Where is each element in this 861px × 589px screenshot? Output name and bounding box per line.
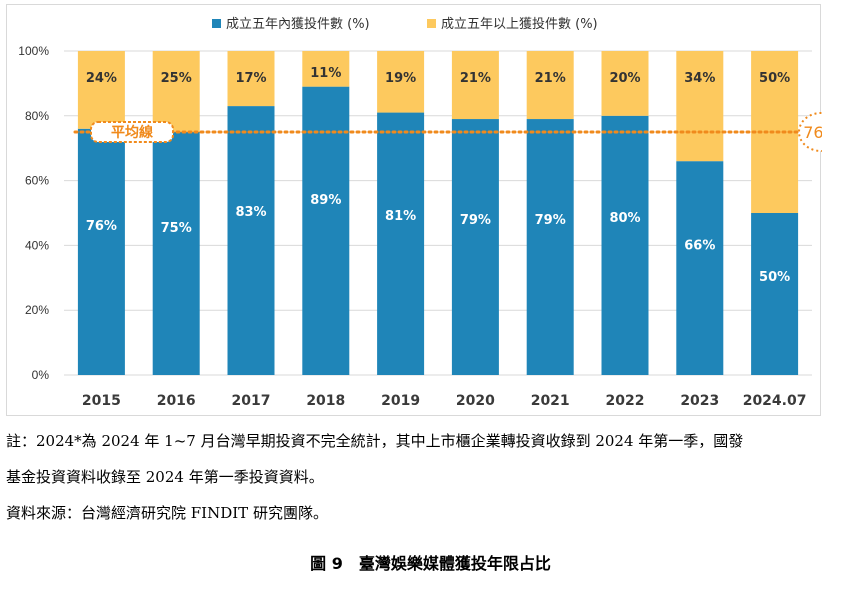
x-tick-label: 2021 — [531, 393, 570, 409]
data-label: 20% — [609, 71, 640, 86]
data-label: 21% — [460, 71, 491, 86]
bar-within-5y-2019 — [377, 112, 425, 375]
bar-over-5y-2023 — [676, 51, 724, 162]
bar-over-5y-2022 — [601, 51, 649, 116]
data-label: 83% — [235, 205, 266, 220]
data-label: 50% — [759, 270, 790, 285]
average-line-label: 平均線 — [111, 124, 153, 141]
y-tick-label: 80% — [25, 109, 49, 123]
bar-over-5y-2016 — [152, 51, 200, 132]
figure-caption: 圖 9 臺灣娛樂媒體獲投年限占比 — [310, 554, 551, 573]
data-label: 11% — [310, 66, 341, 81]
y-tick-label: 60% — [25, 174, 49, 188]
bar-over-5y-2017 — [227, 51, 275, 107]
bar-over-5y-2019 — [377, 51, 425, 113]
data-label: 21% — [535, 71, 566, 86]
source-line: 資料來源：台灣經濟研究院 FINDIT 研究團隊。 — [6, 504, 328, 522]
data-label: 79% — [460, 213, 491, 228]
x-tick-label: 2024.07 — [743, 393, 807, 409]
stacked-bar-chart: 0% 20% 40% 60% 80% 100% 76% 24% 2015 75% 25% 2016 83… — [18, 16, 822, 409]
bar-over-5y-2021 — [526, 51, 574, 120]
data-label: 79% — [535, 213, 566, 228]
x-tick-label: 2022 — [606, 393, 645, 409]
data-label: 80% — [609, 211, 640, 226]
average-value-label: 76% — [803, 123, 822, 142]
data-label: 50% — [759, 71, 790, 86]
data-label: 19% — [385, 71, 416, 86]
bar-within-5y-2021 — [526, 119, 574, 375]
bar-within-5y-2024.07 — [751, 213, 799, 375]
bar-within-5y-2018 — [302, 86, 350, 375]
x-tick-label: 2019 — [381, 393, 420, 409]
bar-within-5y-2022 — [601, 115, 649, 376]
data-label: 25% — [161, 71, 192, 86]
average-line-label-box — [90, 121, 174, 143]
bar-within-5y-2017 — [227, 106, 275, 375]
bar-over-5y-2018 — [302, 51, 350, 87]
data-label: 34% — [684, 71, 715, 86]
legend-label-1: 成立五年以上獲投件數 (%) — [441, 16, 598, 32]
bar-within-5y-2016 — [152, 132, 200, 375]
legend-swatch-1 — [427, 19, 436, 28]
y-tick-label: 100% — [18, 44, 49, 58]
y-tick-label: 40% — [25, 238, 49, 252]
x-tick-label: 2023 — [680, 393, 719, 409]
data-label: 76% — [86, 219, 117, 234]
note-line-2: 基金投資資料收錄至 2024 年第一季投資資料。 — [6, 468, 324, 486]
data-label: 66% — [684, 239, 715, 254]
legend-swatch-0 — [212, 19, 221, 28]
data-label: 75% — [161, 221, 192, 236]
bar-over-5y-2020 — [451, 51, 499, 120]
bar-within-5y-2015 — [77, 128, 125, 375]
bar-within-5y-2020 — [451, 119, 499, 375]
x-tick-label: 2015 — [82, 393, 121, 409]
bar-over-5y-2015 — [77, 51, 125, 129]
x-tick-label: 2020 — [456, 393, 495, 409]
y-tick-label: 0% — [32, 368, 50, 382]
data-label: 81% — [385, 209, 416, 224]
average-value-badge — [798, 112, 822, 152]
x-tick-label: 2016 — [157, 393, 196, 409]
bar-within-5y-2023 — [676, 161, 724, 375]
x-tick-label: 2018 — [306, 393, 345, 409]
data-label: 89% — [310, 193, 341, 208]
x-tick-label: 2017 — [232, 393, 271, 409]
note-line-1: 註：2024*為 2024 年 1~7 月台灣早期投資不完全統計，其中上市櫃企業… — [6, 432, 744, 450]
chart-frame: 0% 20% 40% 60% 80% 100% 76% 24% 2015 75% 25% 2016 83… — [6, 4, 822, 416]
data-label: 24% — [86, 71, 117, 86]
data-label: 17% — [235, 71, 266, 86]
y-tick-label: 20% — [25, 303, 49, 317]
legend-label-0: 成立五年內獲投件數 (%) — [226, 16, 370, 32]
